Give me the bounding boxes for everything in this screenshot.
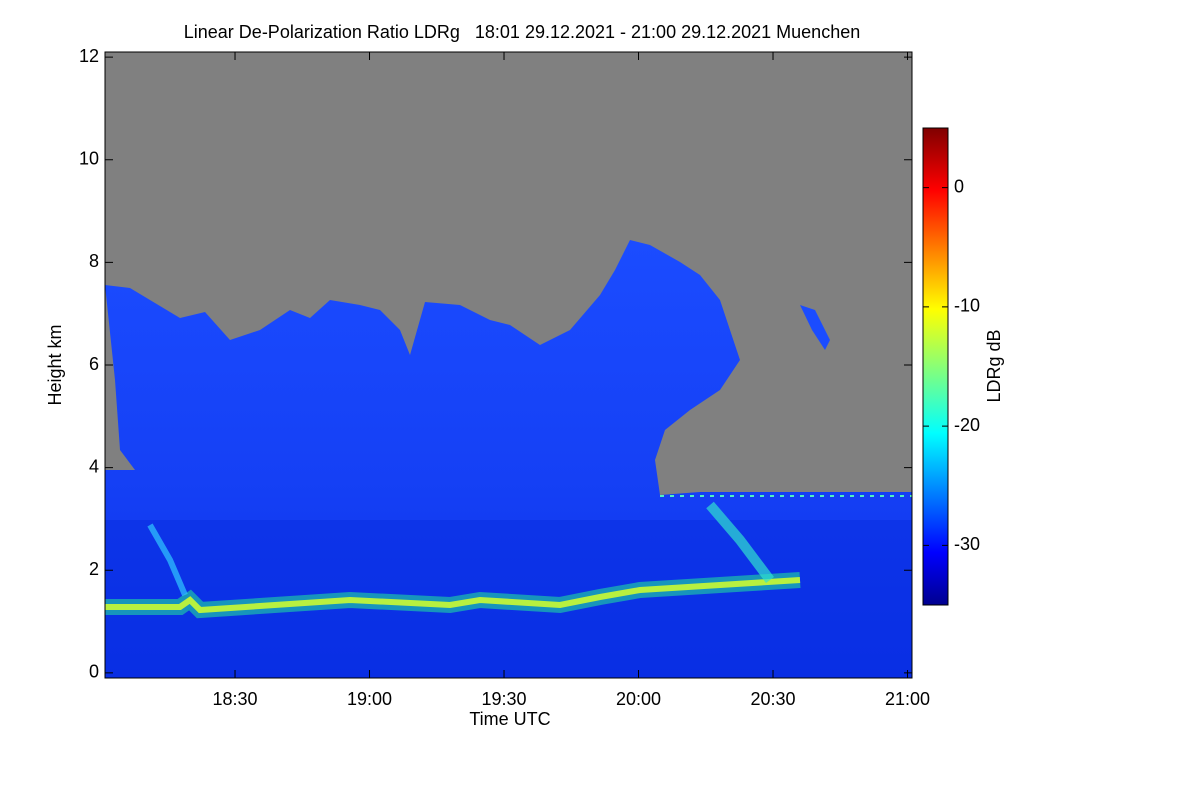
colorbar-tick-label: 0 bbox=[954, 176, 964, 196]
colorbar bbox=[922, 127, 949, 606]
x-tick-label: 19:00 bbox=[347, 689, 392, 709]
colorbar-label: LDRg dB bbox=[984, 329, 1004, 402]
aerosol-layer-core bbox=[105, 577, 801, 614]
x-tick-label: 18:30 bbox=[212, 689, 257, 709]
fall-streak bbox=[706, 501, 774, 583]
fall-streak bbox=[147, 523, 188, 597]
y-axis-label: Height km bbox=[45, 324, 65, 405]
cloud-patch bbox=[800, 305, 830, 350]
y-tick-label: 8 bbox=[89, 251, 99, 271]
colorbar-tick-label: -10 bbox=[954, 296, 980, 316]
x-tick-label: 20:00 bbox=[616, 689, 661, 709]
plot-area bbox=[104, 51, 913, 679]
y-tick-label: 0 bbox=[89, 662, 99, 682]
y-tick-label: 10 bbox=[79, 149, 99, 169]
x-axis-label: Time UTC bbox=[469, 709, 550, 729]
colorbar-tick-label: -20 bbox=[954, 415, 980, 435]
y-tick-label: 12 bbox=[79, 46, 99, 66]
y-tick-label: 4 bbox=[89, 456, 99, 476]
y-tick-label: 2 bbox=[89, 559, 99, 579]
x-tick-label: 20:30 bbox=[750, 689, 795, 709]
colorbar-tick-label: -30 bbox=[954, 534, 980, 554]
y-tick-label: 6 bbox=[89, 354, 99, 374]
chart-title: Linear De-Polarization Ratio LDRg 18:01 … bbox=[184, 22, 860, 42]
x-tick-label: 21:00 bbox=[885, 689, 930, 709]
x-tick-label: 19:30 bbox=[481, 689, 526, 709]
